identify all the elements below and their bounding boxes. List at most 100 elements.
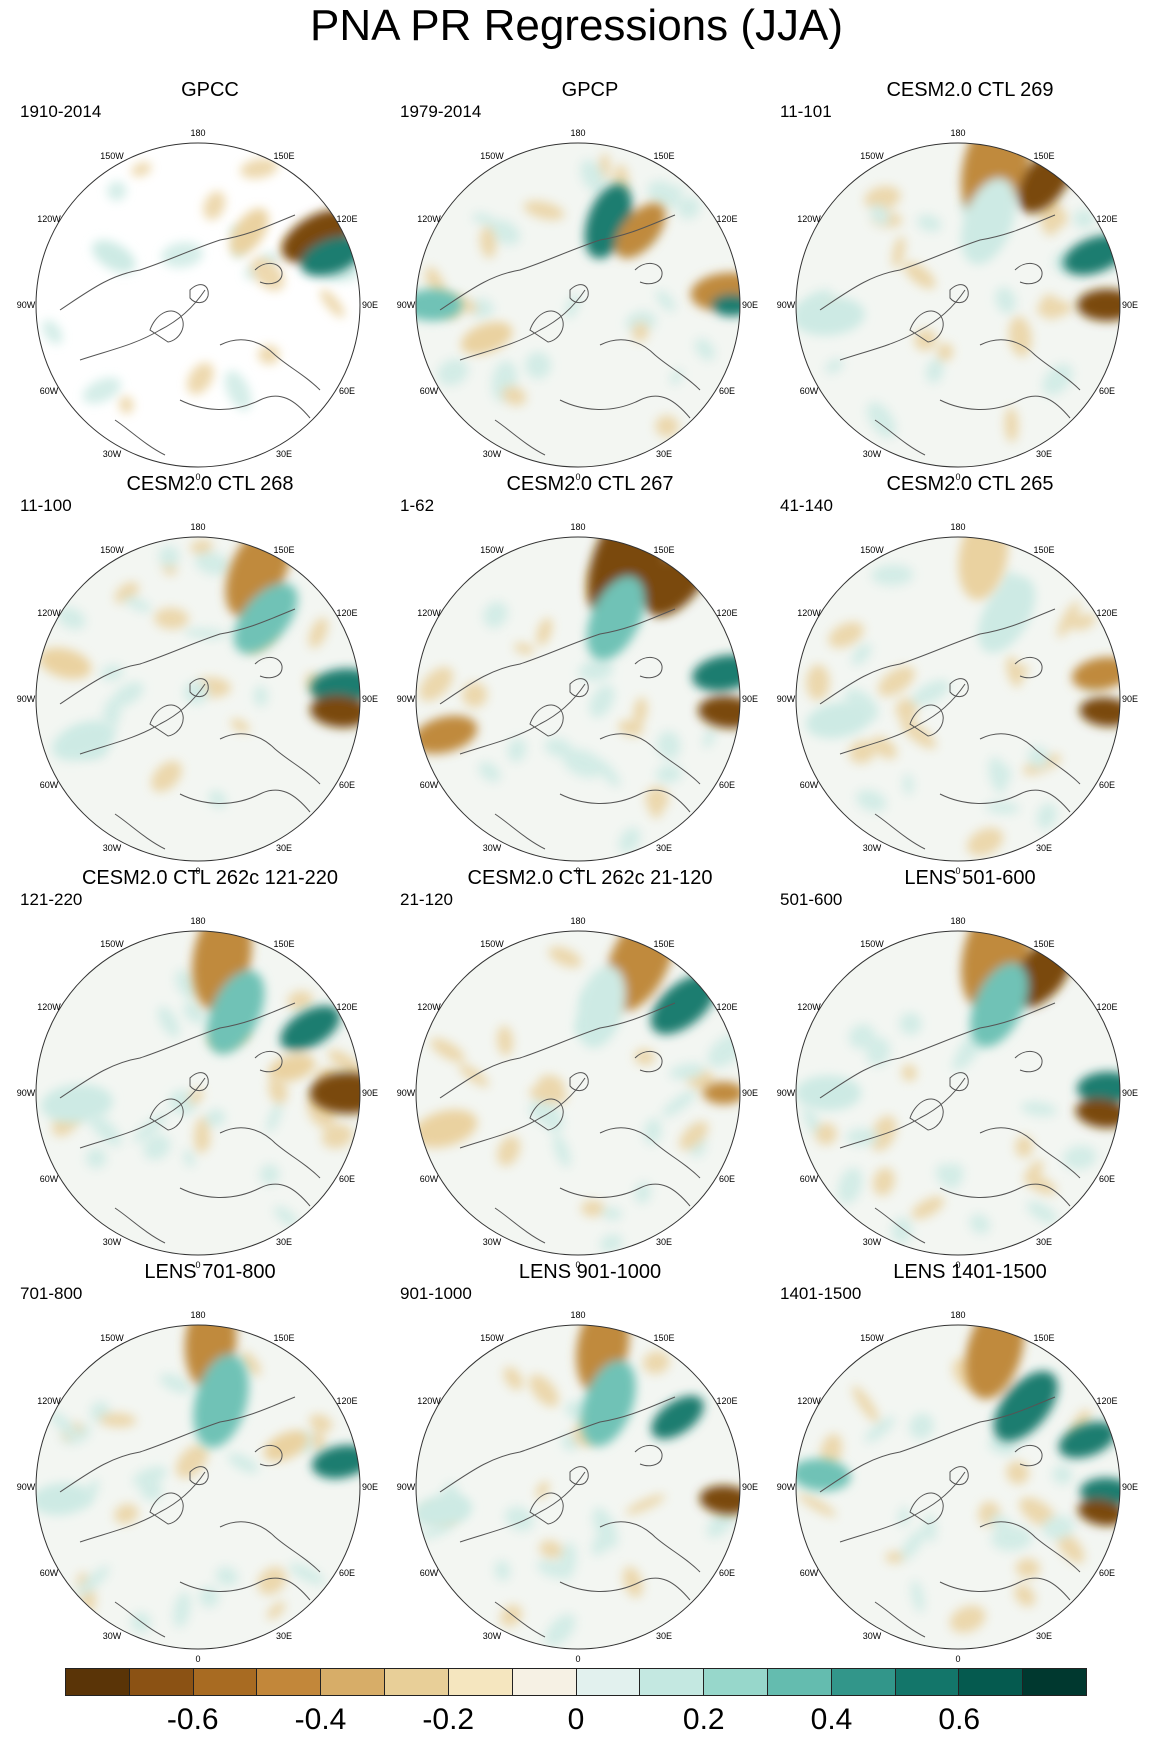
longitude-label: 0 (575, 1260, 580, 1270)
longitude-label: 180 (190, 1310, 205, 1320)
longitude-label: 30E (276, 843, 292, 853)
coastline (874, 419, 926, 456)
longitude-label: 90W (777, 694, 796, 704)
shading-region (1058, 1421, 1117, 1459)
panel-title: CESM2.0 CTL 262c 21-120 (467, 867, 713, 889)
shading-region (586, 576, 645, 661)
coastline (79, 289, 206, 361)
coastline (114, 419, 166, 456)
longitude-label: 120E (716, 1002, 737, 1012)
colorbar-segment (640, 1669, 705, 1695)
longitude-label: 180 (190, 522, 205, 532)
longitude-label: 60E (1099, 1568, 1115, 1578)
coastline (559, 1577, 691, 1601)
longitude-label: 150W (480, 545, 504, 555)
coastline (494, 813, 546, 850)
map-outline (795, 536, 1121, 862)
coastline (819, 214, 1056, 311)
longitude-label: 0 (195, 1654, 200, 1664)
coastline (874, 1601, 926, 1638)
coastline (939, 1183, 1071, 1207)
longitude-label: 150E (273, 151, 294, 161)
shading-region (280, 1005, 341, 1051)
map-background (36, 143, 360, 467)
longitude-label: 90E (742, 694, 758, 704)
longitude-label: 60E (719, 386, 735, 396)
panel-title: LENS 501-600 (904, 867, 1036, 889)
longitude-label: 120W (37, 1002, 61, 1012)
map-panel: GPCC 1910-2014 180 150E 120E 90E 60E 30E 0 30W 60W… (17, 78, 400, 482)
coastline (819, 1002, 1056, 1099)
coastline (1014, 657, 1043, 679)
colorbar-segment (129, 1669, 194, 1695)
map-outline (35, 142, 361, 468)
coastline (1014, 1051, 1043, 1073)
longitude-label: 150W (860, 939, 884, 949)
longitude-label: 180 (570, 916, 585, 926)
longitude-label: 180 (950, 1310, 965, 1320)
longitude-label: 120E (336, 1002, 357, 1012)
longitude-label: 0 (955, 472, 960, 482)
longitude-label: 150E (653, 545, 674, 555)
colorbar-segment (767, 1669, 832, 1695)
longitude-label: 30E (656, 1237, 672, 1247)
coastline (254, 657, 283, 679)
longitude-label: 90W (17, 300, 36, 310)
coastline (909, 310, 944, 343)
coastline (254, 1051, 283, 1073)
longitude-label: 180 (950, 522, 965, 532)
map-outline (795, 930, 1121, 1256)
coastline (189, 284, 209, 304)
longitude-label: 150W (480, 939, 504, 949)
longitude-label: 120E (1096, 1396, 1117, 1406)
longitude-label: 60E (1099, 386, 1115, 396)
longitude-label: 180 (190, 916, 205, 926)
longitude-label: 90E (362, 1482, 378, 1492)
coastline (219, 339, 321, 391)
longitude-label: 30W (103, 1631, 122, 1641)
longitude-label: 90W (17, 1088, 36, 1098)
longitude-label: 60E (339, 386, 355, 396)
longitude-label: 180 (570, 128, 585, 138)
longitude-label: 150W (100, 1333, 124, 1343)
map-outline (35, 536, 361, 862)
coastline (179, 1577, 311, 1601)
longitude-label: 90E (1122, 1088, 1138, 1098)
coastline (949, 678, 969, 698)
longitude-label: 90W (17, 694, 36, 704)
panel-period: 21-120 (400, 890, 453, 909)
map-panel: CESM2.0 CTL 269 11-101 180 150E 120E 90E 60E 30… (777, 78, 1153, 482)
coastline (459, 1077, 586, 1149)
coastline (149, 1098, 184, 1131)
polar-map: 180 150E 120E 90E 60E 30E 0 30W 60W 90W 120W 150W (17, 522, 378, 876)
map-outline (415, 930, 741, 1256)
coastline (114, 1601, 166, 1638)
longitude-label: 150E (273, 1333, 294, 1343)
longitude-label: 30W (103, 1237, 122, 1247)
coastline (529, 1098, 564, 1131)
coastline (599, 733, 701, 785)
longitude-label: 120W (797, 214, 821, 224)
longitude-label: 120W (417, 1002, 441, 1012)
longitude-label: 90E (362, 1088, 378, 1098)
coastline (979, 733, 1081, 785)
colorbar-segment (576, 1669, 641, 1695)
shading-region (92, 240, 136, 273)
longitude-label: 0 (575, 866, 580, 876)
map-outline (35, 930, 361, 1256)
longitude-label: 30E (1036, 1631, 1052, 1641)
coastline (839, 1077, 966, 1149)
longitude-label: 150E (1033, 545, 1054, 555)
coastline (439, 1002, 676, 1099)
coastline (559, 789, 691, 813)
longitude-label: 0 (575, 472, 580, 482)
colorbar-segment (831, 1669, 896, 1695)
longitude-label: 120E (336, 608, 357, 618)
longitude-label: 150E (653, 1333, 674, 1343)
longitude-label: 120W (417, 214, 441, 224)
coastline (819, 608, 1056, 705)
map-outline (415, 142, 741, 468)
coastline (949, 284, 969, 304)
coastline (529, 310, 564, 343)
longitude-label: 120E (1096, 1002, 1117, 1012)
